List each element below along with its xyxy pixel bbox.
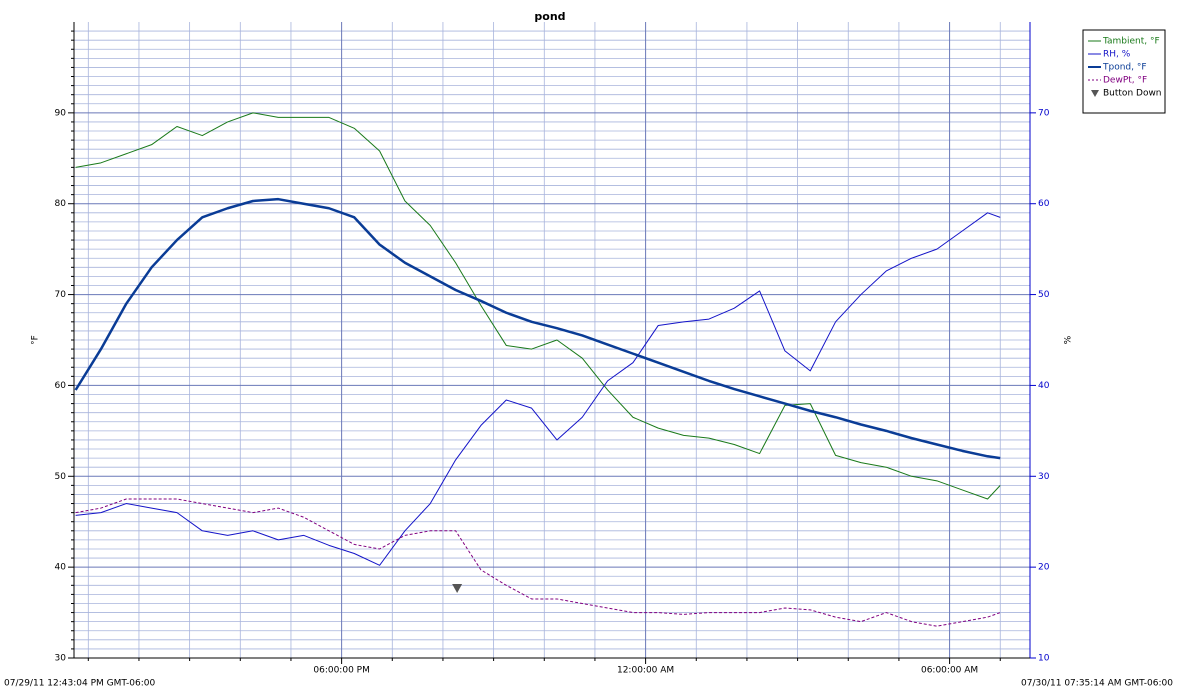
y2-tick-label: 30	[1038, 472, 1050, 482]
y-tick-label: 60	[55, 381, 67, 391]
legend-marker	[1091, 90, 1099, 97]
legend-label: Button Down	[1103, 89, 1162, 99]
legend-box	[1082, 29, 1166, 114]
y-tick-label: 50	[55, 472, 67, 482]
y2-axis-label: %	[1064, 335, 1074, 344]
legend-label: Tambient, °F	[1102, 37, 1160, 47]
legend-label: DewPt, °F	[1103, 76, 1147, 86]
series-line	[75, 112, 1001, 500]
y-tick-label: 70	[55, 290, 67, 300]
legend-label: RH, %	[1103, 50, 1131, 60]
x-tick-label: 06:00:00 PM	[313, 666, 369, 676]
y-tick-label: 40	[55, 563, 67, 573]
y2-tick-label: 40	[1038, 381, 1050, 391]
y-axis-label: °F	[31, 335, 41, 345]
x-tick-label: 06:00:00 AM	[921, 666, 978, 676]
x-tick-label: 12:00:00 AM	[617, 666, 674, 676]
legend-label: Tpond, °F	[1102, 63, 1147, 73]
y2-tick-label: 70	[1038, 108, 1050, 118]
y2-tick-label: 50	[1038, 290, 1050, 300]
y-tick-label: 30	[55, 654, 67, 664]
end-time-label: 07/30/11 07:35:14 AM GMT-06:00	[1021, 679, 1173, 689]
chart-title: pond	[534, 10, 565, 23]
y-tick-label: 90	[55, 108, 67, 118]
y2-tick-label: 60	[1038, 199, 1050, 209]
y2-tick-label: 10	[1038, 654, 1050, 664]
series-line	[75, 212, 1001, 566]
event-marker	[452, 584, 463, 594]
y-tick-label: 80	[55, 199, 67, 209]
series-line	[74, 197, 1001, 460]
y2-tick-label: 20	[1038, 563, 1050, 573]
start-time-label: 07/29/11 12:43:04 PM GMT-06:00	[4, 679, 155, 689]
